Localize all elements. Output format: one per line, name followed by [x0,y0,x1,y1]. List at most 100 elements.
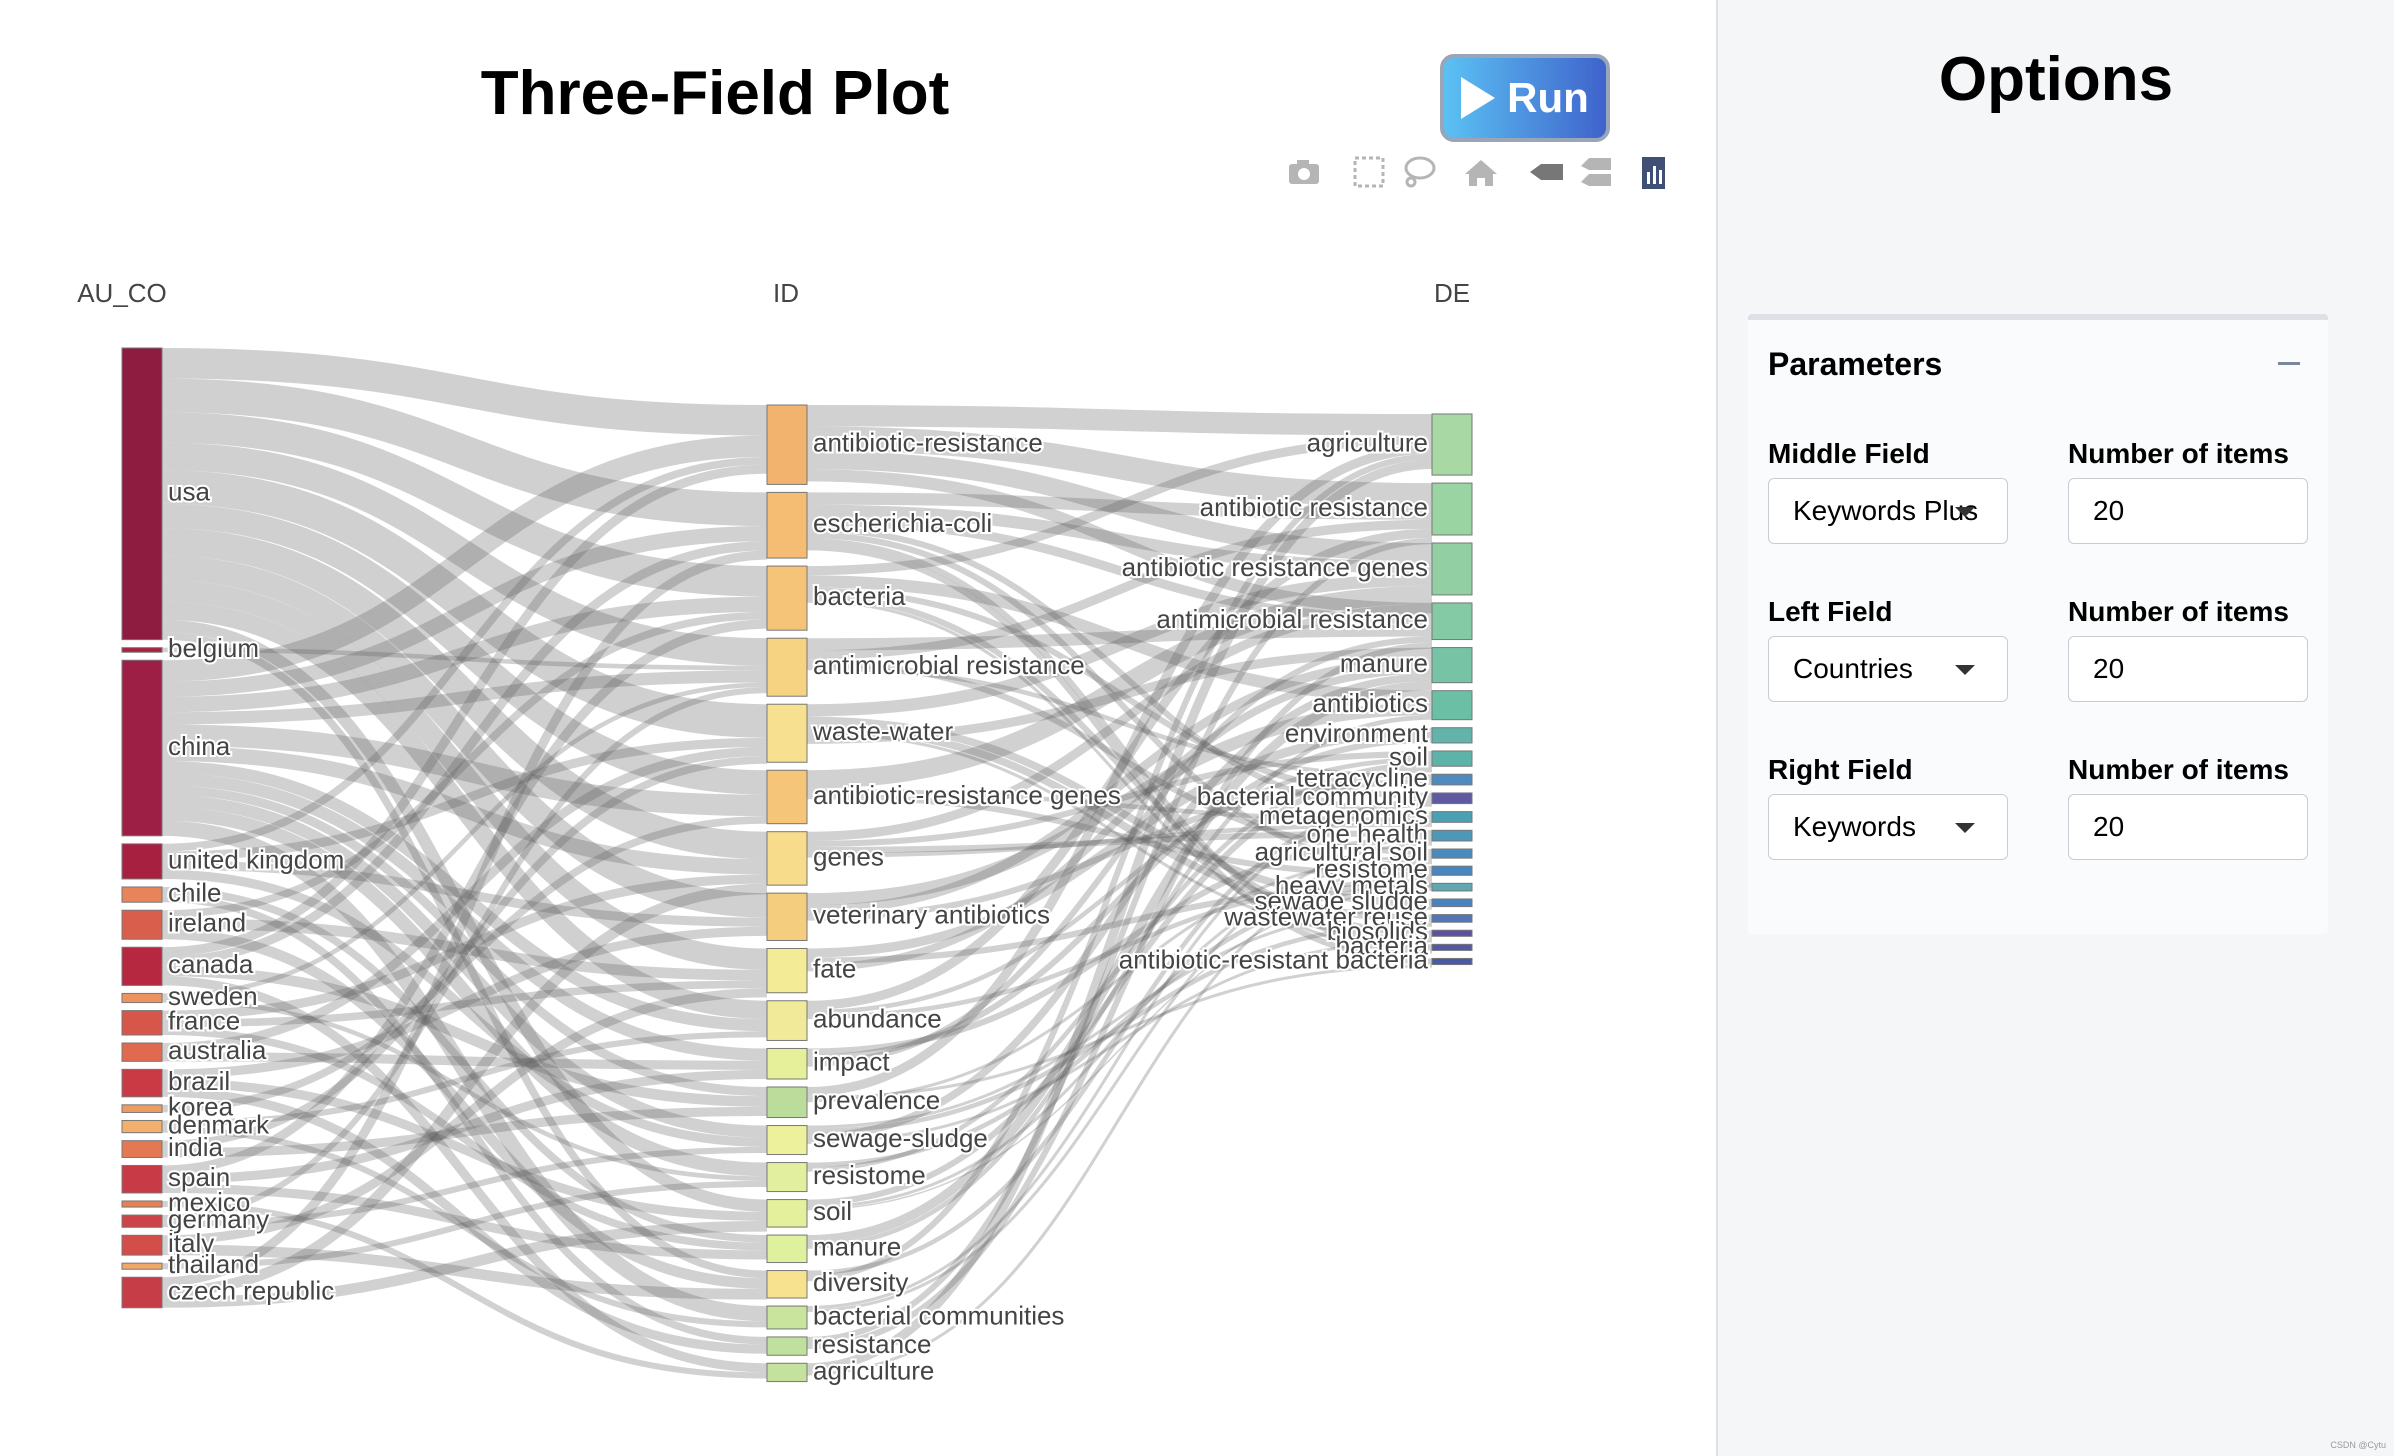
options-title: Options [1938,45,2174,114]
link [806,716,1433,907]
field-label: Right Field [1768,754,1913,785]
node-label: resistance [813,1329,932,1359]
count-input[interactable]: 20 [2068,794,2308,860]
select-value: Keywords Plus [1793,495,1979,526]
node-label: bacterial community [1197,781,1428,811]
link [161,456,768,852]
node [766,892,808,941]
node-label: italy [168,1228,214,1258]
watermark: CSDN @Cytu [2330,1440,2386,1450]
link [161,619,768,1212]
link [806,750,1433,847]
link [161,1069,768,1184]
link [806,450,1433,562]
link [806,736,1433,1061]
node [1431,929,1473,937]
camera-icon[interactable] [1289,160,1319,184]
link [161,611,768,918]
node [121,843,163,880]
link [806,492,1433,520]
link [161,794,768,1138]
link [161,724,768,817]
link [806,659,1433,856]
link [806,665,1433,779]
link [806,544,1433,965]
link [161,503,768,795]
link [806,642,1433,1350]
node [1431,914,1473,923]
link [806,532,1433,873]
node [766,1199,808,1228]
link [806,842,1433,1313]
node [1431,542,1473,596]
field-header: DE [1434,278,1470,308]
link [161,1126,768,1328]
link [806,538,1433,951]
node [766,1162,808,1193]
link [806,516,1433,625]
link [806,883,1433,964]
count-input[interactable]: 20 [2068,478,2308,544]
node-label: brazil [168,1066,230,1096]
link [161,525,768,697]
link [161,883,768,1298]
link [161,761,768,1032]
link [806,636,1433,1067]
link [806,459,1433,1373]
count-label: Number of items [2068,754,2289,785]
link [806,656,1433,915]
node-label: mexico [168,1187,250,1217]
collapse-button[interactable] [2278,362,2300,365]
count-input[interactable]: 20 [2068,636,2308,702]
node-label: antibiotic-resistance genes [813,780,1121,810]
link [161,988,768,1245]
link [806,964,1433,1100]
hover-closest-icon[interactable] [1530,164,1563,180]
node [1431,848,1473,859]
node [766,1362,808,1383]
node-label: india [168,1132,223,1162]
hover-compare-icon[interactable] [1581,158,1611,186]
link [161,869,768,1147]
node [121,886,163,903]
link [806,587,1433,800]
node-label: escherichia-coli [813,508,992,538]
link [161,773,768,1061]
lasso-icon[interactable] [1404,156,1436,188]
node [121,1234,163,1256]
field-select[interactable]: Keywords Plus [1768,478,2008,544]
count-label: Number of items [2068,596,2289,627]
link [806,469,1433,616]
link [161,1180,768,1270]
node-label: chile [168,877,221,907]
field-select[interactable]: Countries [1768,636,2008,702]
node [1431,727,1473,744]
play-icon [1461,77,1496,119]
node-label: one health [1307,819,1428,849]
plotly-logo[interactable] [1642,157,1665,189]
link [806,878,1433,1020]
link [161,745,768,875]
node-label: wastewater reuse [1223,901,1428,931]
node [1431,647,1473,684]
link [806,861,1433,1376]
run-button[interactable]: Run [1440,54,1610,142]
node-label: heavy metals [1275,870,1428,900]
link [161,647,768,671]
link [806,761,1433,1172]
node [766,404,808,485]
link [161,682,768,999]
options-panel: Options Parameters Middle Field Number of… [1716,0,2394,1456]
link [806,889,1433,1211]
select-icon[interactable] [1353,156,1385,188]
link [806,702,1433,906]
link [806,444,1433,1097]
node [121,1276,163,1309]
node-label: united kingdom [168,844,344,874]
node [1431,750,1473,767]
link [806,599,1433,954]
home-icon[interactable] [1465,160,1497,186]
link [806,624,1433,651]
field-select[interactable]: Keywords [1768,794,2008,860]
node-label: prevalence [813,1085,940,1115]
